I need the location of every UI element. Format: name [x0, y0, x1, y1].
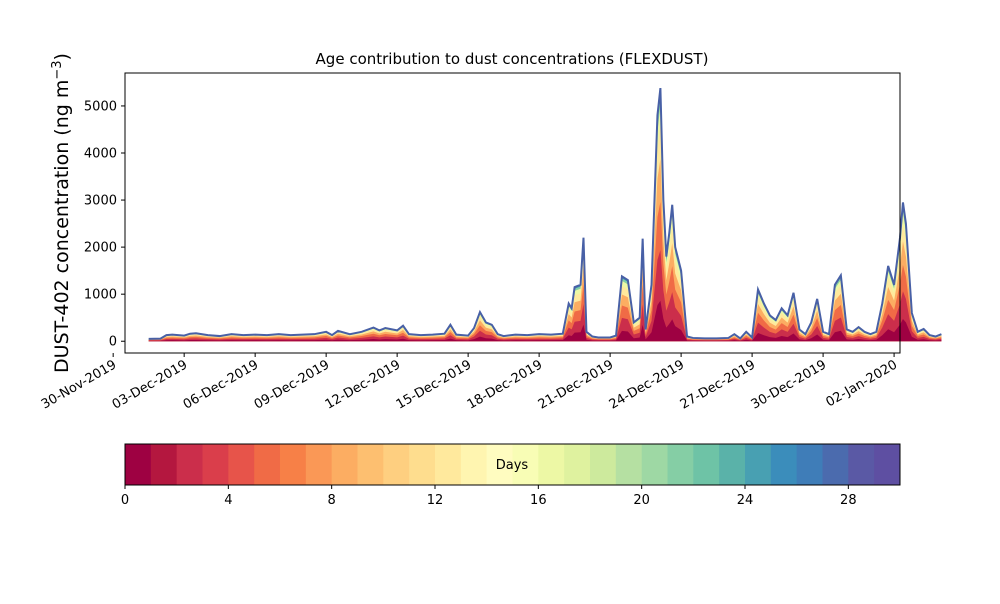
- colorbar-tick-label: 24: [737, 493, 754, 508]
- chart-title: Age contribution to dust concentrations …: [316, 50, 709, 68]
- x-tick-label: 15-Dec-2019: [394, 357, 474, 412]
- colorbar-tick-label: 0: [121, 493, 129, 508]
- y-axis: 0 1000 2000 3000 4000 5000: [84, 99, 125, 350]
- colorbar-tick-label: 8: [328, 493, 336, 508]
- plot-area: [148, 87, 942, 342]
- colorbar-segment: [874, 444, 901, 485]
- colorbar-segment: [228, 444, 255, 485]
- x-tick-label: 24-Dec-2019: [607, 357, 687, 412]
- colorbar-tick-label: 16: [530, 493, 547, 508]
- y-axis-label-superscript: −3: [50, 60, 65, 79]
- colorbar-segment: [590, 444, 617, 485]
- colorbar: 0 4 8 12 16 20 24 28: [121, 443, 901, 508]
- colorbar-segment: [693, 444, 720, 485]
- y-tick-label: 5000: [84, 99, 117, 114]
- colorbar-segment: [796, 444, 823, 485]
- x-tick-label: 03-Dec-2019: [110, 357, 190, 412]
- y-tick-label: 4000: [84, 147, 117, 162]
- y-tick-label: 1000: [84, 288, 117, 303]
- x-tick-label: 12-Dec-2019: [323, 357, 403, 412]
- colorbar-segment: [280, 444, 307, 485]
- colorbar-segment: [770, 444, 798, 485]
- series-area-age-12: [148, 126, 942, 342]
- colorbar-segment: [615, 444, 643, 485]
- series-area-age-16: [148, 105, 942, 342]
- colorbar-tick-label: 28: [840, 493, 857, 508]
- y-tick-label: 2000: [84, 241, 117, 256]
- y-tick-label: 0: [109, 335, 117, 350]
- colorbar-segment: [125, 444, 152, 485]
- colorbar-frame: [124, 443, 901, 486]
- x-tick-label: 27-Dec-2019: [678, 357, 758, 412]
- series-area-age-5: [148, 201, 942, 342]
- colorbar-segment: [564, 444, 591, 485]
- x-tick-label: 09-Dec-2019: [252, 357, 332, 412]
- x-tick-label: 30-Dec-2019: [749, 357, 829, 412]
- colorbar-segment: [512, 444, 539, 485]
- y-axis-label-close: ): [51, 53, 73, 60]
- colorbar-segment: [435, 444, 462, 485]
- y-axis-label: DUST-402 concentration (ng m−3): [50, 53, 74, 373]
- x-tick-label: 06-Dec-2019: [181, 357, 261, 412]
- colorbar-segment: [357, 444, 384, 485]
- x-tick-label: 18-Dec-2019: [465, 357, 545, 412]
- series-area-age-8: [148, 158, 942, 342]
- colorbar-segment: [848, 444, 875, 485]
- colorbar-segment: [641, 444, 668, 485]
- colorbar-segment: [486, 444, 513, 485]
- colorbar-segment: [538, 444, 565, 485]
- colorbar-segment: [719, 444, 746, 485]
- colorbar-tick-label: 12: [427, 493, 444, 508]
- series-area-age-21: [148, 95, 942, 342]
- colorbar-label: Days: [496, 458, 529, 473]
- series-line-total: [148, 87, 942, 340]
- series-area-age-25: [148, 88, 942, 342]
- colorbar-tick-label: 20: [633, 493, 650, 508]
- colorbar-segment: [331, 444, 358, 485]
- colorbar-segment: [667, 444, 694, 485]
- x-axis: 30-Nov-201903-Dec-201906-Dec-201909-Dec-…: [39, 353, 900, 413]
- colorbar-segment: [305, 444, 333, 485]
- colorbar-segment: [383, 444, 410, 485]
- colorbar-segment: [150, 444, 178, 485]
- colorbar-segment: [745, 444, 772, 485]
- colorbar-segment: [460, 444, 488, 485]
- colorbar-segment: [176, 444, 203, 485]
- y-tick-label: 3000: [84, 194, 117, 209]
- x-tick-label: 02-Jan-2020: [823, 357, 900, 410]
- colorbar-segment: [202, 444, 229, 485]
- x-tick-label: 21-Dec-2019: [536, 357, 616, 412]
- colorbar-segment: [254, 444, 281, 485]
- colorbar-tick-label: 4: [224, 493, 232, 508]
- plot-frame: [124, 72, 901, 354]
- colorbar-segment: [409, 444, 436, 485]
- colorbar-segment: [822, 444, 849, 485]
- y-axis-label-main: DUST-402 concentration (ng m: [51, 80, 73, 373]
